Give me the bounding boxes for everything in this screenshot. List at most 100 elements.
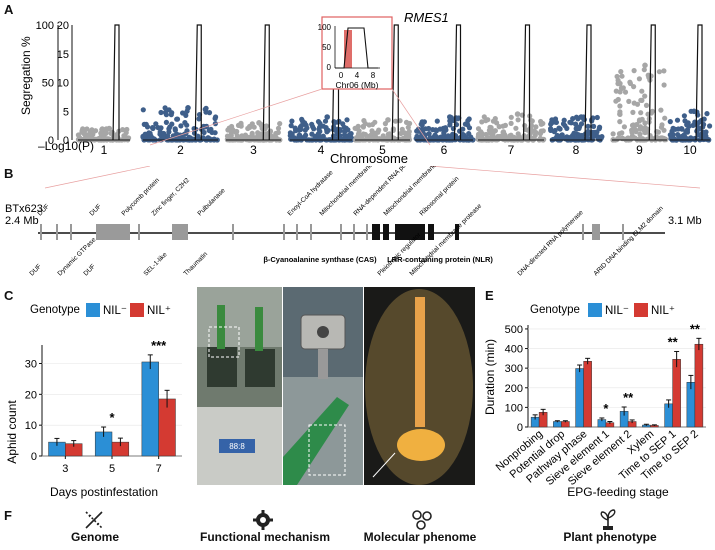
snp-point [166,126,172,132]
snp-point [682,118,688,124]
gene-label-bottom: DUF [28,263,42,277]
snp-point [641,128,647,134]
zoom-line-left [149,88,323,146]
chromosome-label: 6 [441,143,448,157]
panel-e-ylabel: Duration (min) [483,339,497,415]
gene-label-bottom: DNA-directed RNA polymerase [516,209,585,278]
bar [561,421,570,428]
snp-point [361,118,367,124]
cas-label: β-Cyanoalanine synthase (CAS) [263,255,377,264]
inset-frame [321,16,393,90]
snp-point [372,119,378,125]
snp-point [163,112,169,118]
panel-d-photo-collage: 88:8 [197,287,475,485]
snp-point [269,133,275,139]
snp-point [419,119,425,125]
snp-point [224,133,231,139]
y-tick-label: 400 [505,344,523,356]
chromosome-label: 1 [101,143,108,157]
snp-point [348,131,354,137]
panel-e-xlabel: EPG-feeding stage [567,485,669,499]
snp-point [447,122,453,128]
snp-point [289,118,295,124]
snp-point [589,117,595,123]
snp-point [573,121,579,127]
y-tick-label: 500 [505,324,523,336]
snp-point [383,126,389,132]
snp-point [554,132,560,139]
snp-point [352,125,358,131]
snp-point [196,116,202,122]
snp-point [658,124,665,130]
snp-point [533,130,539,136]
panel-letter-f: F [4,508,12,523]
snp-point [703,133,709,139]
aphid-stylet-wire [415,297,425,427]
zoom-box-2 [308,424,346,476]
gene-block [366,224,368,240]
gene-block [138,224,140,240]
snp-point [610,131,616,137]
snp-point [91,128,97,134]
snp-point [140,107,146,113]
snp-point [213,114,219,120]
snp-point [638,110,644,116]
gene-block [383,224,389,240]
snp-point [614,73,620,80]
leaf [283,397,349,485]
gene-label-bottom: SEL-1-like [142,251,168,277]
snp-point [637,131,643,137]
snp-point [540,120,546,127]
snp-point [483,118,489,124]
snp-point [571,130,577,136]
bar [672,359,681,428]
zoom-line-right [391,88,431,146]
snp-point [233,130,239,136]
snp-point [178,123,184,129]
snp-point [108,130,114,136]
gene-block [582,224,584,240]
snp-point [106,136,112,142]
snp-point [466,131,472,137]
y-tick-label: 10 [25,420,37,432]
snp-point [585,123,591,129]
snp-point [484,136,490,142]
zoom-box-1 [208,326,240,358]
snp-point-max [691,108,697,115]
snp-point [392,118,399,124]
panel-e-legend-nil-plus: NIL⁺ [651,305,675,317]
snp-point [238,120,244,126]
snp-point [667,119,673,125]
snp-point [263,123,269,129]
snp-point [617,80,623,87]
segregation-line [453,24,462,141]
a-left-tick: 50 [42,78,54,90]
snp-point [649,108,656,114]
snp-point [229,123,235,130]
bar [575,368,584,428]
snp-point [275,125,282,131]
gene-block [428,224,434,240]
a-right-tick: 15 [57,49,69,61]
snp-point [249,132,255,138]
significance-mark: * [109,410,115,425]
a-right-tick: 10 [57,78,69,90]
inset-highlight [344,30,352,68]
panel-a-xlabel: Chromosome [330,151,408,166]
x-tick-label: 5 [109,463,115,475]
panel-a-chromosome-labels: 1 2 3 4 5 6 7 8 9 10 [101,143,697,157]
x-tick-label: 7 [156,463,162,475]
epg-display [219,439,255,453]
pipeline-label-phenotype: Plant phenotype [563,530,657,544]
snp-point [390,127,396,133]
snp-point [675,132,681,138]
a-left-tick: 0 [48,135,54,147]
gene-block [232,224,234,240]
snp-point [182,136,188,142]
panel-a-title: RMES1 [404,10,449,25]
snp-point [398,130,404,137]
segregation-line [695,24,703,141]
y-tick-label: 20 [25,389,37,401]
bar [583,361,592,428]
